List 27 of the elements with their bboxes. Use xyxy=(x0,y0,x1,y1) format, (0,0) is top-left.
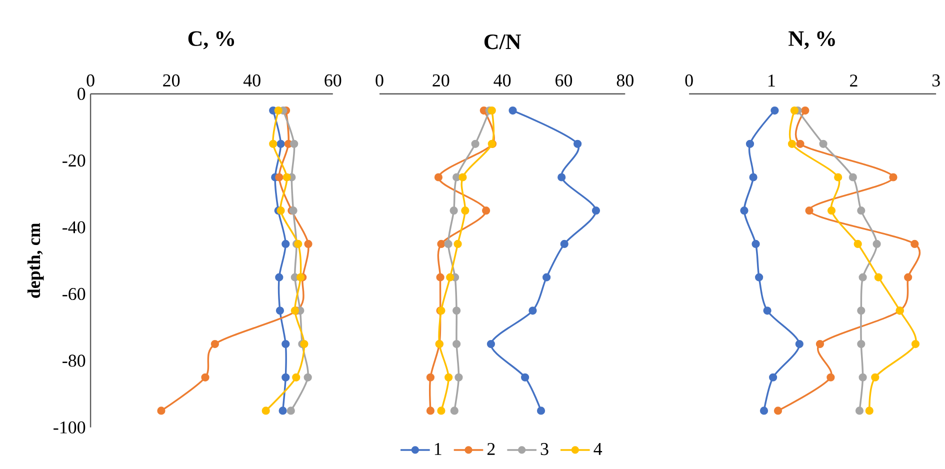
x-tick-label: 80 xyxy=(616,74,634,87)
y-tick-label: 0 xyxy=(78,88,86,100)
y-tick-label: -100 xyxy=(54,421,86,434)
y-tick-label: -40 xyxy=(62,221,86,234)
x-tick-label: 60 xyxy=(556,74,572,87)
x-tick-label: 2 xyxy=(850,74,858,87)
y-tick-label: -60 xyxy=(62,288,86,300)
x-tick-label: 60 xyxy=(324,74,342,87)
x-tick-label: 20 xyxy=(432,74,450,87)
x-tick-label: 0 xyxy=(86,74,94,87)
chart-title: C, % xyxy=(188,31,234,50)
y-axis-title: depth, cm xyxy=(27,223,44,298)
y-tick-label: -20 xyxy=(62,154,86,167)
x-tick-label: 0 xyxy=(685,74,693,87)
x-tick-label: 3 xyxy=(932,74,940,87)
legend-label: 3 xyxy=(540,443,548,456)
chart-title: C/N xyxy=(484,34,521,50)
x-tick-label: 20 xyxy=(163,74,180,87)
x-tick-label: 40 xyxy=(243,74,260,87)
x-tick-label: 0 xyxy=(376,74,384,87)
x-tick-label: 1 xyxy=(768,74,775,87)
legend-label: 1 xyxy=(434,443,442,456)
y-tick-label: -80 xyxy=(62,354,86,367)
legend-label: 4 xyxy=(594,443,602,456)
legend-label: 2 xyxy=(487,443,495,456)
x-tick-label: 40 xyxy=(494,74,511,87)
chart-title: N, % xyxy=(788,31,835,50)
